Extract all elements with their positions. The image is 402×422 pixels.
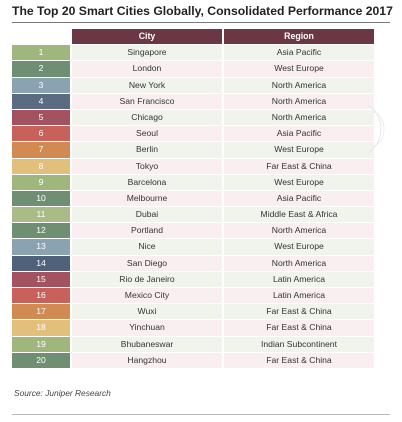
table-row: 5 Chicago North America [12,109,374,126]
region-cell: West Europe [224,61,374,77]
region-cell: North America [224,109,374,126]
decorative-seal-icon [367,105,385,153]
rank-cell: 4 [12,93,70,109]
region-cell: Latin America [224,288,374,304]
rank-cell: 9 [12,174,70,190]
rankings-table: City Region 1 Singapore Asia Pacific 2 Londo… [12,29,374,369]
region-column-header: Region [224,29,374,45]
region-cell: Latin America [224,271,374,287]
region-cell: Asia Pacific [224,126,374,142]
city-cell: New York [72,77,222,93]
rank-cell: 12 [12,223,70,239]
rank-cell: 2 [12,61,70,77]
table-row: 3 New York North America [12,77,374,93]
region-cell: Far East & China [224,304,374,320]
rank-cell: 10 [12,190,70,207]
city-cell: Mexico City [72,288,222,304]
region-cell: Far East & China [224,158,374,174]
rank-cell: 11 [12,207,70,223]
city-cell: Berlin [72,142,222,158]
city-cell: Yinchuan [72,320,222,336]
region-cell: West Europe [224,239,374,255]
title-divider [12,22,390,23]
rank-header-cell [12,29,70,44]
city-cell: Chicago [72,109,222,126]
table-row: 17 Wuxi Far East & China [12,304,374,320]
source-note: Source: Juniper Research [14,388,111,398]
table-row: 10 Melbourne Asia Pacific [12,190,374,207]
rank-cell: 7 [12,142,70,158]
city-cell: San Diego [72,255,222,271]
rank-cell: 16 [12,288,70,304]
city-cell: Seoul [72,126,222,142]
rank-cell: 1 [12,45,70,61]
table-row: 8 Tokyo Far East & China [12,158,374,174]
rank-cell: 17 [12,304,70,320]
rank-cell: 3 [12,77,70,93]
region-cell: North America [224,93,374,109]
region-cell: Far East & China [224,352,374,368]
city-cell: Wuxi [72,304,222,320]
city-cell: Dubai [72,207,222,223]
table-row: 9 Barcelona West Europe [12,174,374,190]
rank-cell: 20 [12,352,70,368]
rank-cell: 6 [12,126,70,142]
city-cell: Tokyo [72,158,222,174]
city-cell: Melbourne [72,190,222,207]
region-cell: North America [224,223,374,239]
rank-cell: 13 [12,239,70,255]
table-row: 12 Portland North America [12,223,374,239]
table-row: 18 Yinchuan Far East & China [12,320,374,336]
city-cell: Rio de Janeiro [72,271,222,287]
region-cell: Middle East & Africa [224,207,374,223]
city-cell: San Francisco [72,93,222,109]
city-cell: Bhubaneswar [72,336,222,352]
region-cell: West Europe [224,142,374,158]
table-row: 11 Dubai Middle East & Africa [12,207,374,223]
city-cell: Portland [72,223,222,239]
rank-cell: 8 [12,158,70,174]
rank-cell: 19 [12,336,70,352]
table-row: 20 Hangzhou Far East & China [12,352,374,368]
table-row: 7 Berlin West Europe [12,142,374,158]
region-cell: Far East & China [224,320,374,336]
page-title: The Top 20 Smart Cities Globally, Consol… [12,4,393,18]
rank-cell: 14 [12,255,70,271]
table-row: 4 San Francisco North America [12,93,374,109]
city-cell: London [72,61,222,77]
table-row: 19 Bhubaneswar Indian Subcontinent [12,336,374,352]
region-cell: West Europe [224,174,374,190]
table-row: 13 Nice West Europe [12,239,374,255]
region-cell: Asia Pacific [224,45,374,61]
bottom-divider [12,414,390,415]
region-cell: Asia Pacific [224,190,374,207]
table-row: 14 San Diego North America [12,255,374,271]
table-header-row: City Region [12,29,374,45]
region-cell: North America [224,255,374,271]
rank-cell: 18 [12,320,70,336]
table-row: 6 Seoul Asia Pacific [12,126,374,142]
city-cell: Singapore [72,45,222,61]
region-cell: North America [224,77,374,93]
city-cell: Barcelona [72,174,222,190]
region-cell: Indian Subcontinent [224,336,374,352]
table-row: 15 Rio de Janeiro Latin America [12,271,374,287]
rank-cell: 15 [12,271,70,287]
rank-cell: 5 [12,109,70,126]
table-row: 16 Mexico City Latin America [12,288,374,304]
city-cell: Nice [72,239,222,255]
city-column-header: City [72,29,222,45]
table-row: 1 Singapore Asia Pacific [12,45,374,61]
table-body: 1 Singapore Asia Pacific 2 London West Europe… [12,45,374,368]
table-row: 2 London West Europe [12,61,374,77]
city-cell: Hangzhou [72,352,222,368]
